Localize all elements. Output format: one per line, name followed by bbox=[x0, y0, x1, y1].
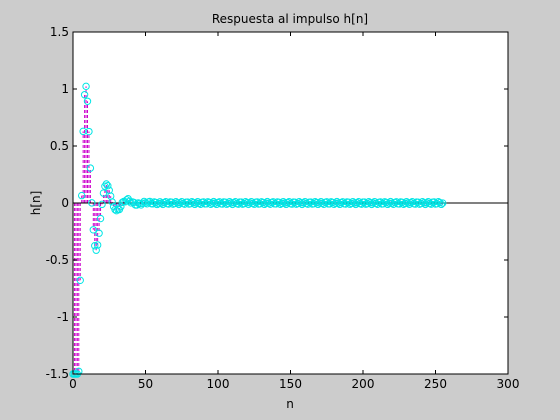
stem-marker bbox=[92, 246, 100, 254]
stem-marker bbox=[246, 199, 254, 207]
ticks-layer: 0 50 100 150 200 250 300 -1.5 -1 -0.5 0 0.5 1 1.5 bbox=[46, 25, 520, 391]
stem-marker bbox=[437, 200, 445, 209]
stem-marker bbox=[296, 199, 305, 207]
y-tick-label: 1 bbox=[61, 82, 69, 96]
stem-marker bbox=[347, 199, 356, 208]
stem-marker bbox=[75, 367, 83, 376]
stem-marker bbox=[382, 198, 390, 207]
x-tick-label: 50 bbox=[138, 377, 153, 391]
stem-marker bbox=[417, 199, 425, 208]
stem-marker bbox=[170, 199, 179, 208]
stem-marker bbox=[281, 199, 289, 207]
stem-marker bbox=[91, 242, 99, 250]
stem-marker bbox=[76, 276, 84, 285]
y-tick-label: -1 bbox=[57, 310, 69, 324]
stem-marker bbox=[83, 97, 92, 105]
stem-marker bbox=[369, 199, 377, 207]
stem-marker bbox=[93, 241, 102, 249]
stem-marker bbox=[240, 199, 248, 208]
stem-marker bbox=[89, 226, 98, 234]
stem-marker bbox=[436, 198, 444, 207]
stem-marker bbox=[262, 199, 270, 207]
x-axis-label: n bbox=[286, 397, 294, 411]
x-tick-label: 250 bbox=[424, 377, 447, 391]
stem-marker bbox=[176, 199, 185, 207]
stem-marker bbox=[439, 199, 447, 207]
stem-marker bbox=[294, 199, 302, 208]
x-tick-label: 150 bbox=[279, 377, 302, 391]
y-tick-label: -0.5 bbox=[46, 253, 69, 267]
stem-marker bbox=[388, 199, 396, 207]
stem-marker bbox=[278, 199, 286, 208]
stem-marker bbox=[80, 91, 89, 99]
stem-marker bbox=[230, 199, 238, 207]
stem-marker bbox=[82, 82, 90, 91]
y-tick-label: 1.5 bbox=[50, 25, 69, 39]
stem-marker bbox=[98, 200, 106, 209]
stem-marker bbox=[420, 199, 428, 207]
stem-marker bbox=[102, 180, 111, 188]
x-tick-label: 0 bbox=[69, 377, 77, 391]
stem-marker bbox=[111, 205, 119, 214]
stem-marker bbox=[224, 199, 232, 208]
stem-marker bbox=[108, 198, 116, 206]
stem-marker bbox=[299, 199, 308, 207]
stem-marker bbox=[208, 199, 216, 207]
x-tick-label: 300 bbox=[497, 377, 520, 391]
y-tick-label: 0.5 bbox=[50, 139, 69, 153]
stem-marker bbox=[312, 198, 321, 207]
stem-marker bbox=[423, 199, 431, 207]
y-axis-label: h[n] bbox=[29, 191, 43, 216]
stem-marker bbox=[104, 182, 112, 190]
stem-marker bbox=[154, 199, 163, 208]
stem-marker bbox=[259, 198, 267, 207]
stem-marker bbox=[404, 199, 412, 207]
stem-marker bbox=[315, 199, 324, 207]
y-tick-label: -1.5 bbox=[46, 367, 69, 381]
stem-marker bbox=[227, 199, 235, 207]
stem-marker bbox=[385, 199, 393, 207]
stem-marker bbox=[205, 198, 214, 207]
stem-marker bbox=[78, 191, 86, 200]
stem-marker bbox=[118, 198, 127, 207]
stem-marker bbox=[189, 198, 198, 207]
stem-marker bbox=[366, 199, 374, 207]
stem-marker bbox=[85, 127, 93, 136]
stem-marker bbox=[79, 127, 87, 136]
stem-marker bbox=[243, 199, 251, 207]
stem-marker bbox=[173, 199, 182, 207]
stem-marker bbox=[401, 199, 409, 208]
stem-marker bbox=[88, 199, 96, 207]
stem-marker bbox=[96, 214, 105, 223]
stem-marker bbox=[125, 197, 134, 205]
stem-marker bbox=[95, 229, 103, 237]
stem-marker bbox=[331, 199, 340, 207]
chart-title: Respuesta al impulso h[n] bbox=[212, 12, 368, 26]
stem-marker bbox=[334, 199, 343, 207]
stem-marker bbox=[86, 164, 95, 172]
stem-marker bbox=[157, 199, 166, 207]
stem-marker bbox=[192, 199, 200, 207]
stem-marker bbox=[350, 199, 358, 207]
stem-marker bbox=[211, 199, 219, 207]
stem-marker bbox=[265, 199, 273, 207]
stem-marker bbox=[101, 182, 109, 190]
x-tick-label: 100 bbox=[207, 377, 230, 391]
stem-marker bbox=[353, 199, 361, 207]
stem-marker bbox=[328, 198, 337, 207]
x-tick-label: 200 bbox=[352, 377, 375, 391]
stem-marker bbox=[99, 189, 108, 197]
stem-marker bbox=[136, 199, 144, 208]
y-tick-label: 0 bbox=[61, 196, 69, 210]
